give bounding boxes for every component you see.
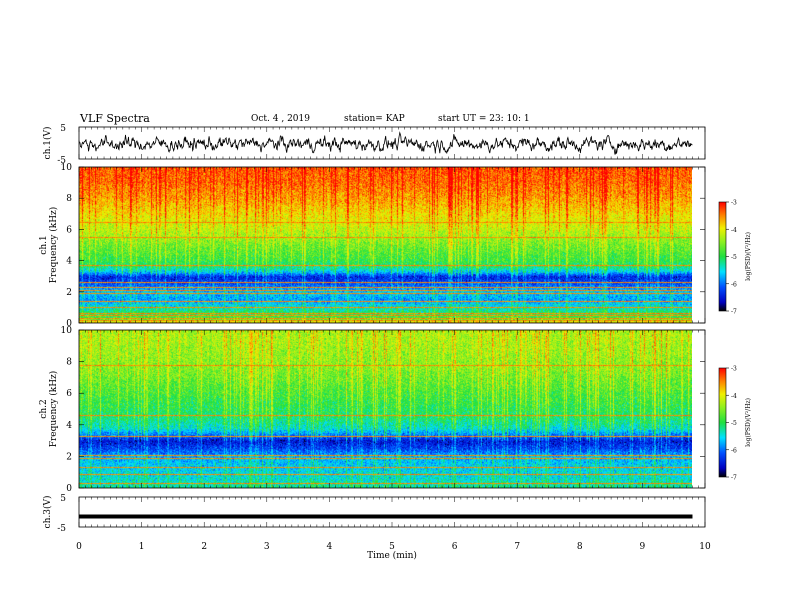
- colorbar-tick-label: -4: [731, 393, 737, 400]
- ytick-label: 8: [66, 194, 72, 204]
- colorbar-tick-label: -3: [731, 200, 737, 207]
- xaxis-label: Time (min): [367, 550, 417, 561]
- ylabel: Frequency (kHz): [48, 371, 59, 448]
- xtick-label: 10: [699, 542, 711, 552]
- ytick-label: 8: [66, 358, 72, 368]
- xtick-label: 6: [452, 542, 458, 552]
- station-label: station= KAP: [344, 114, 405, 124]
- ytick-label: 10: [61, 326, 73, 336]
- ytick-label: -5: [57, 524, 66, 534]
- colorbar-tick-label: -5: [731, 254, 737, 261]
- spectrogram-ch1-image: [79, 167, 692, 323]
- xtick-label: 8: [577, 542, 583, 552]
- xtick-label: 3: [264, 542, 270, 552]
- ytick-label: 5: [60, 494, 66, 504]
- colorbar-ch1: [718, 201, 727, 312]
- ytick-label: 5: [60, 124, 66, 134]
- ytick-label: 0: [66, 484, 72, 494]
- colorbar-label: log(PSD)(V²/Hz): [745, 398, 752, 447]
- ylabel: Frequency (kHz): [48, 207, 59, 284]
- colorbar-tick-label: -7: [731, 309, 737, 316]
- xtick-label: 1: [139, 542, 145, 552]
- ytick-label: 6: [66, 225, 72, 235]
- ylabel: ch.1: [39, 235, 49, 254]
- ylabel: ch.3(V): [42, 496, 53, 529]
- xtick-label: 2: [201, 542, 207, 552]
- ytick-label: 2: [66, 452, 72, 462]
- ytick-label: 4: [66, 421, 72, 431]
- waveform-ch1-line: [78, 131, 693, 155]
- ytick-label: 4: [66, 257, 72, 267]
- colorbar-tick-label: -6: [731, 447, 737, 454]
- xtick-label: 4: [327, 542, 333, 552]
- date-label: Oct. 4 , 2019: [251, 114, 310, 124]
- ylabel: ch.1(V): [42, 127, 53, 160]
- xtick-label: 5: [389, 542, 395, 552]
- colorbar-tick-label: -5: [731, 420, 737, 427]
- ytick-label: 0: [66, 319, 72, 329]
- ytick-label: 2: [66, 288, 72, 298]
- start-time-label: start UT = 23: 10: 1: [438, 114, 530, 124]
- colorbar-tick-label: -6: [731, 281, 737, 288]
- colorbar-tick-label: -3: [731, 366, 737, 373]
- ytick-label: 6: [66, 389, 72, 399]
- colorbar-label: log(PSD)(V²/Hz): [745, 232, 752, 281]
- xtick-label: 9: [640, 542, 646, 552]
- colorbar-tick-label: -7: [731, 475, 737, 482]
- ytick-label: 10: [61, 163, 73, 173]
- colorbar-tick-label: -4: [731, 227, 737, 234]
- spectrogram-ch2-image: [79, 330, 692, 488]
- colorbar-ch2: [718, 367, 727, 478]
- ytick-label: -5: [57, 156, 66, 166]
- ylabel: ch.2: [39, 399, 49, 418]
- chart-title: VLF Spectra: [80, 112, 150, 125]
- xtick-label: 7: [514, 542, 520, 552]
- xtick-label: 0: [76, 542, 82, 552]
